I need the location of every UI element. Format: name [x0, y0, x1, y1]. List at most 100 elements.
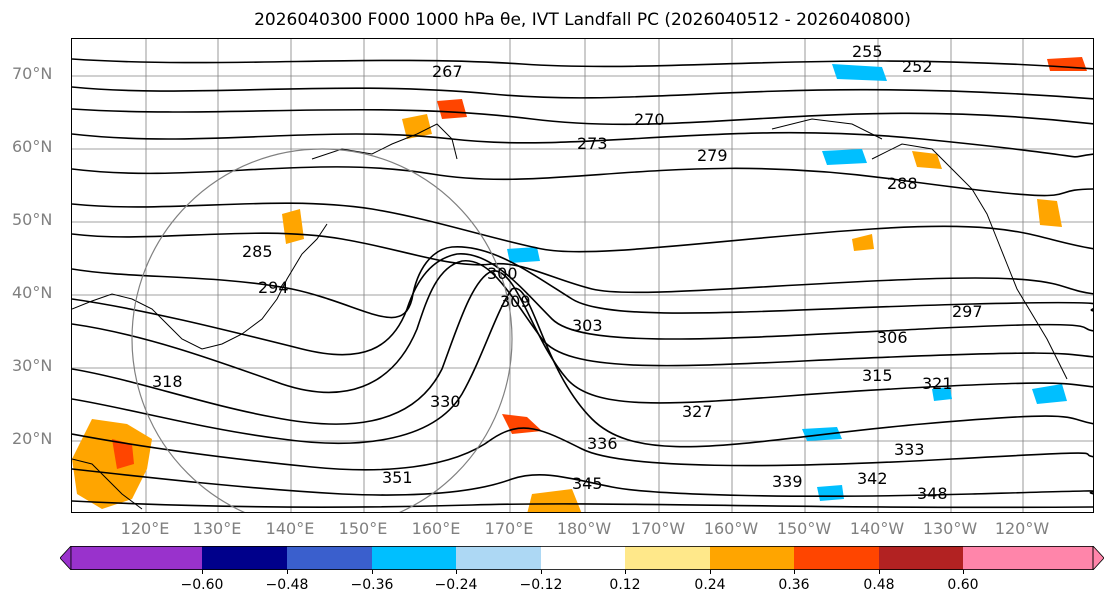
shade-bc [1037, 199, 1062, 227]
colorbar-bin-8 [794, 546, 879, 570]
lon-label-130e: 130°E [192, 519, 242, 538]
graticule [72, 39, 1093, 512]
contour-label-300: 300 [487, 264, 518, 283]
colorbar-bin-5 [541, 546, 625, 570]
colorbar-tickmark [710, 570, 711, 574]
lat-label-70n: 70°N [12, 64, 53, 83]
contour-label-327: 327 [682, 402, 713, 421]
colorbar-tickmark [287, 570, 288, 574]
colorbar-extend-low [60, 546, 72, 570]
colorbar-bin-9 [879, 546, 963, 570]
lon-label-180w: 180°W [556, 519, 612, 538]
colorbar-bin-2 [287, 546, 372, 570]
contour-label-321: 321 [922, 374, 953, 393]
shade-neg-midlat [507, 247, 540, 263]
map-plot: 255 252 267 270 273 279 285 288 294 297 … [72, 39, 1093, 512]
shade-neg-east [1032, 384, 1067, 404]
shade-philippines [72, 419, 152, 509]
contour-label-285: 285 [242, 242, 273, 261]
contour-label-318: 318 [152, 372, 183, 391]
colorbar-bin-6 [625, 546, 710, 570]
contour-label-315: 315 [862, 366, 893, 385]
contour-label-309: 309 [500, 292, 531, 311]
contour-label-306: 306 [877, 328, 908, 347]
contour-label-333: 333 [894, 440, 925, 459]
ivt-shading [72, 57, 1087, 512]
lon-label-160w: 160°W [703, 519, 759, 538]
contour-label-303: 303 [572, 316, 603, 335]
colorbar-tick-label: −0.12 [519, 577, 563, 593]
contour-label-351: 351 [382, 468, 413, 487]
contour-label-252: 252 [902, 57, 933, 76]
colorbar-tick-label: 0.12 [609, 577, 641, 593]
colorbar [60, 546, 1104, 570]
colorbar-tick-label: 0.24 [694, 577, 726, 593]
contour-label-279: 279 [697, 146, 728, 165]
colorbar-bin-3 [372, 546, 456, 570]
colorbar-extend-high [1092, 546, 1104, 570]
contour-labels: 255 252 267 270 273 279 285 288 294 297 … [152, 42, 983, 503]
lat-label-40n: 40°N [12, 283, 53, 302]
reference-circle [131, 148, 513, 512]
colorbar-tickmark [456, 570, 457, 574]
colorbar-tickmark [541, 570, 542, 574]
contour-label-255: 255 [852, 42, 883, 61]
colorbar-bin-1 [202, 546, 287, 570]
contour-label-342: 342 [857, 469, 888, 488]
colorbar-tick-label: −0.24 [434, 577, 478, 593]
shade-neg-alaska [822, 149, 867, 165]
colorbar-tick-label: −0.60 [180, 577, 224, 593]
contour-label-288: 288 [887, 174, 918, 193]
lon-label-140w: 140°W [849, 519, 905, 538]
colorbar-tickmark [202, 570, 203, 574]
lat-label-30n: 30°N [12, 356, 53, 375]
colorbar-bin-10 [963, 546, 1093, 570]
contour-label-273: 273 [577, 134, 608, 153]
shade-neg-sub2 [817, 485, 844, 501]
contour-label-270: 270 [634, 110, 665, 129]
colorbar-tickmark [963, 570, 964, 574]
lon-label-140e: 140°E [265, 519, 315, 538]
shade-arctic [1047, 57, 1087, 71]
lat-label-50n: 50°N [12, 210, 53, 229]
lon-label-160e: 160°E [411, 519, 461, 538]
contour-label-348: 348 [917, 484, 948, 503]
colorbar-outline [70, 546, 1094, 570]
lon-label-120e: 120°E [120, 519, 170, 538]
contour-label-339: 339 [772, 472, 803, 491]
colorbar-bin-7 [710, 546, 794, 570]
shade-kamchatka-2 [437, 99, 467, 119]
map-panel: 255 252 267 270 273 279 285 288 294 297 … [71, 38, 1094, 513]
lat-label-60n: 60°N [12, 137, 53, 156]
colorbar-tickmark [794, 570, 795, 574]
shade-south [527, 489, 582, 512]
contour-label-345: 345 [572, 474, 603, 493]
colorbar-tick-label: 0.60 [947, 577, 979, 593]
lon-label-130w: 130°W [922, 519, 978, 538]
colorbar-tickmark [372, 570, 373, 574]
contour-label-336: 336 [587, 434, 618, 453]
shade-neg-arctic [832, 64, 887, 81]
lon-label-150e: 150°E [338, 519, 388, 538]
shade-neg-east2 [932, 387, 952, 401]
contour-label-294: 294 [258, 278, 289, 297]
shade-philippines-core [112, 439, 134, 469]
colorbar-tick-label: 0.36 [778, 577, 810, 593]
colorbar-bin-0 [71, 546, 202, 570]
theta-e-contours [72, 58, 1093, 509]
contour-label-297: 297 [952, 302, 983, 321]
shade-japan [282, 209, 304, 244]
colorbar-tick-label: 0.48 [863, 577, 895, 593]
colorbar-bin-4 [456, 546, 541, 570]
coastlines [72, 118, 1068, 510]
lon-label-170e: 170°E [484, 519, 534, 538]
colorbar-tickmark [879, 570, 880, 574]
contour-label-330: 330 [430, 392, 461, 411]
colorbar-tick-label: −0.48 [265, 577, 309, 593]
colorbar-tick-label: −0.36 [350, 577, 394, 593]
shade-gulf [852, 234, 874, 251]
shade-kamchatka-1 [402, 114, 432, 139]
colorbar-tickmark [625, 570, 626, 574]
lon-label-150w: 150°W [776, 519, 832, 538]
lon-label-120w: 120°W [994, 519, 1050, 538]
